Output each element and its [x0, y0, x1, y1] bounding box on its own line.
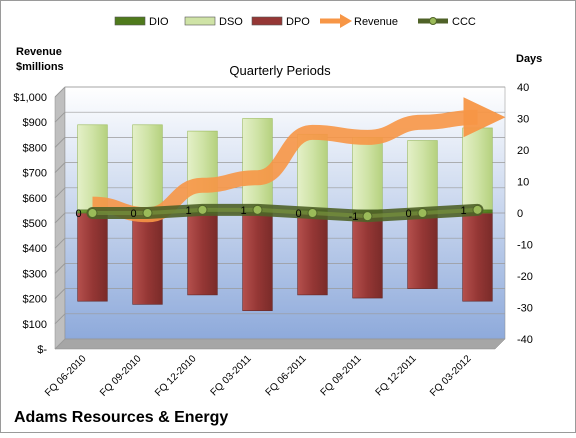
left-axis-tick-label: $900	[23, 117, 47, 129]
legend-dio-label: DIO	[149, 16, 169, 28]
left-axis-tick-label: $100	[23, 319, 47, 331]
revenue-arrowhead	[463, 97, 506, 138]
dso-bar	[132, 124, 163, 214]
gridline-side	[54, 111, 66, 123]
right-axis-tick-label: -20	[517, 271, 533, 283]
right-axis-tick-label: -40	[517, 334, 533, 346]
gridline-side	[54, 162, 66, 173]
left-axis-tick-label: $700	[23, 168, 47, 180]
legend: DIO DSO DPO Revenue CCC	[114, 14, 476, 28]
chart-title: Quarterly Periods	[229, 63, 331, 78]
legend-ccc-marker	[429, 17, 437, 25]
dpo-bar	[352, 212, 383, 299]
legend-dio-swatch	[114, 16, 146, 26]
left-axis-label-line1: Revenue	[16, 46, 62, 58]
ccc-marker	[307, 208, 318, 218]
dpo-bar	[132, 212, 163, 305]
right-axis-tick-label: -10	[517, 240, 533, 252]
ccc-marker	[252, 204, 263, 215]
legend-revenue-label: Revenue	[354, 16, 398, 28]
dpo-bar	[187, 212, 218, 296]
left-axis-tick-label: $-	[37, 344, 47, 356]
ccc-marker	[142, 208, 153, 218]
legend-dso-label: DSO	[219, 16, 243, 28]
gridline-side	[54, 338, 66, 350]
ccc-marker	[197, 204, 208, 215]
legend-dpo-label: DPO	[286, 16, 310, 28]
dpo-bar	[77, 212, 108, 302]
right-axis-tick-label: 20	[517, 145, 529, 157]
dso-bar	[242, 118, 273, 214]
gridline-side	[54, 237, 66, 249]
ccc-line-highlight	[92, 207, 478, 219]
legend-dpo-swatch	[251, 16, 283, 26]
left-axis-tick-label: $1,000	[13, 92, 47, 104]
ccc-data-label: 1	[240, 205, 246, 217]
dso-bar	[187, 130, 218, 214]
right-axis-tick-label: 30	[517, 114, 529, 126]
dso-bar	[297, 133, 328, 214]
dso-bar	[407, 140, 438, 214]
dpo-bar	[462, 212, 493, 302]
ccc-marker	[417, 208, 428, 218]
gridline-side	[54, 212, 66, 224]
left-axis-tick-label: $800	[23, 142, 47, 154]
gridline-side	[54, 288, 66, 299]
legend-dso-swatch	[184, 16, 216, 26]
left-axis-tick-label: $400	[23, 243, 47, 255]
dpo-bar	[242, 212, 273, 311]
ccc-marker	[362, 211, 373, 222]
right-axis-label: Days	[516, 53, 542, 65]
ccc-data-label: 0	[405, 208, 411, 220]
gridline-side	[54, 187, 66, 199]
right-axis-tick-label: 10	[517, 177, 529, 189]
ccc-data-label: 1	[460, 205, 466, 217]
left-axis-tick-label: $200	[23, 294, 47, 306]
right-axis-tick-label: -30	[517, 303, 533, 315]
gridline-side	[54, 86, 66, 98]
ccc-series: 0 0 1 1 0 -1 0 1	[75, 203, 484, 223]
right-axis-tick-label: 40	[517, 82, 529, 94]
ccc-data-label: 1	[185, 205, 191, 217]
dso-bar	[462, 127, 493, 214]
ccc-marker	[472, 204, 483, 215]
dpo-bar	[407, 212, 438, 289]
dpo-bar	[297, 212, 328, 296]
left-axis-tick-label: $600	[23, 193, 47, 205]
left-axis-tick-label: $500	[23, 218, 47, 230]
plot-floor	[54, 338, 506, 350]
gridline-side	[54, 137, 66, 148]
ccc-data-label: 0	[75, 208, 81, 220]
dso-bar	[352, 137, 383, 214]
left-axis-label-line2: $millions	[16, 61, 64, 73]
ccc-marker	[87, 208, 98, 218]
ccc-data-label: 0	[295, 208, 301, 220]
right-axis-tick-label: 0	[517, 208, 523, 220]
gridline-side	[54, 313, 66, 325]
legend-revenue-arrowhead	[340, 14, 352, 28]
chart-footer: Adams Resources & Energy	[14, 409, 228, 426]
ccc-data-label: -1	[349, 211, 359, 223]
left-axis-tick-label: $300	[23, 268, 47, 280]
gridline-side	[54, 263, 66, 274]
legend-ccc-label: CCC	[452, 16, 476, 28]
ccc-data-label: 0	[130, 208, 136, 220]
